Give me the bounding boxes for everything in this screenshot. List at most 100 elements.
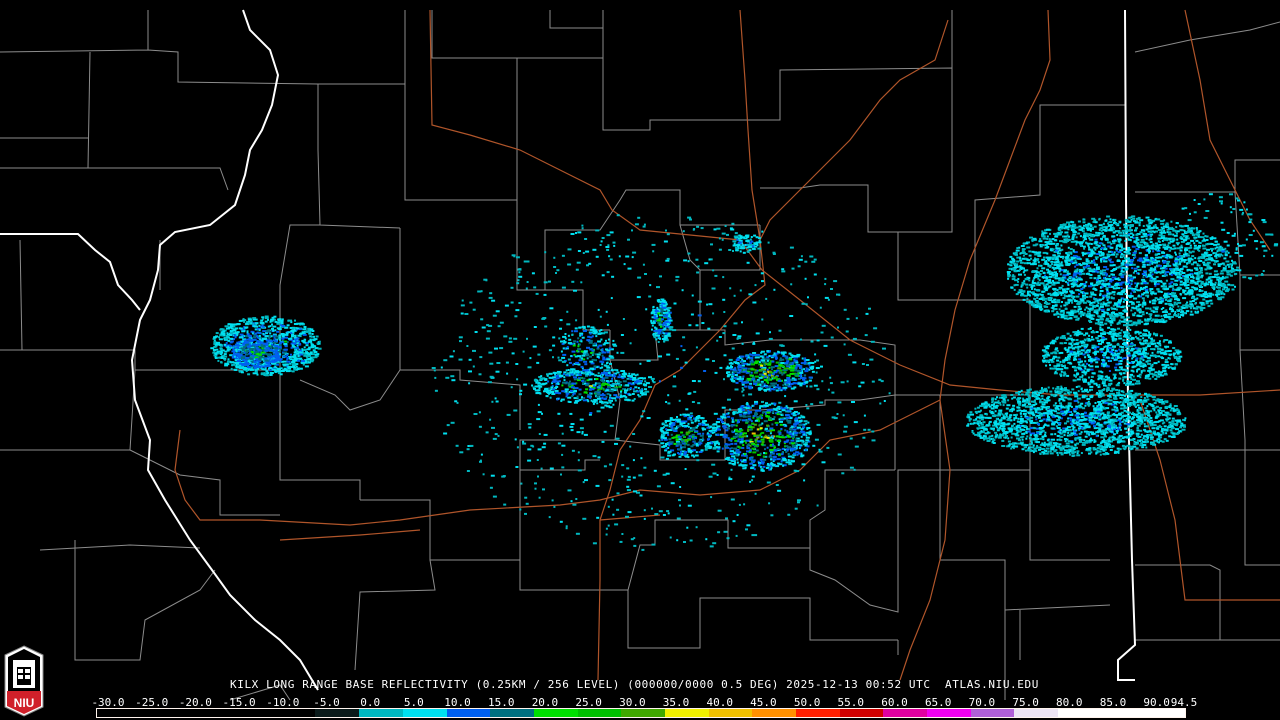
echo-pixel xyxy=(769,430,772,433)
echo-pixel xyxy=(503,335,508,338)
echo-pixel xyxy=(764,385,769,388)
echo-pixel xyxy=(225,341,228,344)
echo-pixel xyxy=(312,339,316,342)
echo-pixel xyxy=(621,395,626,398)
echo-pixel xyxy=(678,455,682,458)
echo-pixel xyxy=(566,364,569,367)
echo-pixel xyxy=(264,359,269,362)
echo-pixel xyxy=(657,299,660,301)
echo-pixel xyxy=(1151,269,1156,272)
echo-pixel xyxy=(663,438,668,441)
echo-pixel xyxy=(1112,227,1116,230)
echo-pixel xyxy=(595,229,600,232)
echo-pixel xyxy=(280,367,283,370)
echo-pixel xyxy=(667,454,672,457)
echo-pixel xyxy=(1122,231,1125,234)
echo-pixel xyxy=(1197,236,1202,239)
echo-pixel xyxy=(681,425,685,428)
echo-pixel xyxy=(768,362,772,365)
echo-pixel xyxy=(235,366,240,369)
echo-pixel xyxy=(693,442,696,445)
echo-pixel xyxy=(640,388,643,391)
echo-pixel xyxy=(542,488,545,491)
echo-pixel xyxy=(792,412,796,414)
echo-pixel xyxy=(639,392,644,395)
echo-pixel xyxy=(790,432,793,435)
echo-pixel xyxy=(601,354,604,357)
echo-pixel xyxy=(549,396,552,399)
echo-pixel xyxy=(672,429,677,432)
echo-pixel xyxy=(742,381,747,384)
echo-pixel xyxy=(796,353,801,356)
echo-pixel xyxy=(609,394,612,397)
echo-pixel xyxy=(624,389,628,392)
echo-pixel xyxy=(622,318,625,320)
echo-pixel xyxy=(618,385,622,388)
echo-pixel xyxy=(559,319,563,322)
echo-pixel xyxy=(255,350,259,353)
echo-pixel xyxy=(534,389,539,392)
echo-pixel xyxy=(606,358,611,361)
echo-pixel xyxy=(708,475,713,478)
echo-pixel xyxy=(273,318,276,321)
echo-pixel xyxy=(1204,296,1209,298)
echo-pixel xyxy=(752,416,755,419)
echo-pixel xyxy=(768,502,771,505)
echo-pixel xyxy=(836,413,839,415)
echo-pixel xyxy=(226,332,229,335)
echo-pixel xyxy=(626,478,631,481)
echo-pixel xyxy=(242,343,246,346)
echo-pixel xyxy=(792,364,796,367)
echo-pixel xyxy=(805,404,808,406)
echo-pixel xyxy=(1133,250,1137,253)
echo-pixel xyxy=(274,347,278,350)
echo-pixel xyxy=(576,431,581,434)
echo-pixel xyxy=(240,347,244,350)
echo-pixel xyxy=(717,531,721,534)
echo-pixel xyxy=(268,367,273,370)
echo-pixel xyxy=(801,357,804,360)
echo-pixel xyxy=(742,367,746,370)
echo-pixel xyxy=(274,369,277,372)
echo-pixel xyxy=(304,328,307,330)
echo-pixel xyxy=(596,391,601,394)
echo-pixel xyxy=(748,293,753,296)
echo-pixel xyxy=(765,467,768,469)
echo-pixel xyxy=(477,290,482,293)
echo-pixel xyxy=(803,420,808,423)
echo-pixel xyxy=(609,397,612,400)
echo-pixel xyxy=(722,435,725,438)
echo-pixel xyxy=(652,309,656,311)
echo-pixel xyxy=(757,409,762,412)
echo-pixel xyxy=(785,410,790,413)
echo-pixel xyxy=(1173,303,1176,306)
echo-pixel xyxy=(1063,294,1066,297)
echo-pixel xyxy=(1214,293,1218,296)
echo-pixel xyxy=(786,367,790,370)
echo-pixel xyxy=(806,445,810,448)
echo-pixel xyxy=(681,438,684,441)
echo-pixel xyxy=(1036,253,1041,256)
echo-pixel xyxy=(1093,242,1098,245)
echo-pixel xyxy=(785,405,788,408)
echo-pixel xyxy=(616,351,619,354)
echo-pixel xyxy=(702,420,704,423)
echo-pixel xyxy=(627,375,632,377)
echo-pixel xyxy=(754,443,759,446)
echo-pixel xyxy=(580,372,584,374)
echo-pixel xyxy=(582,382,587,385)
echo-pixel xyxy=(735,424,738,427)
echo-pixel xyxy=(246,331,249,334)
echo-pixel xyxy=(742,236,746,239)
echo-pixel xyxy=(246,333,250,336)
echo-pixel xyxy=(687,456,690,459)
echo-pixel xyxy=(574,327,578,330)
echo-pixel xyxy=(751,422,755,425)
echo-pixel xyxy=(803,433,806,436)
echo-pixel xyxy=(222,330,226,333)
echo-pixel xyxy=(793,400,798,403)
echo-pixel xyxy=(558,392,562,395)
echo-pixel xyxy=(635,381,638,384)
echo-pixel xyxy=(843,430,848,433)
echo-pixel xyxy=(601,373,604,376)
